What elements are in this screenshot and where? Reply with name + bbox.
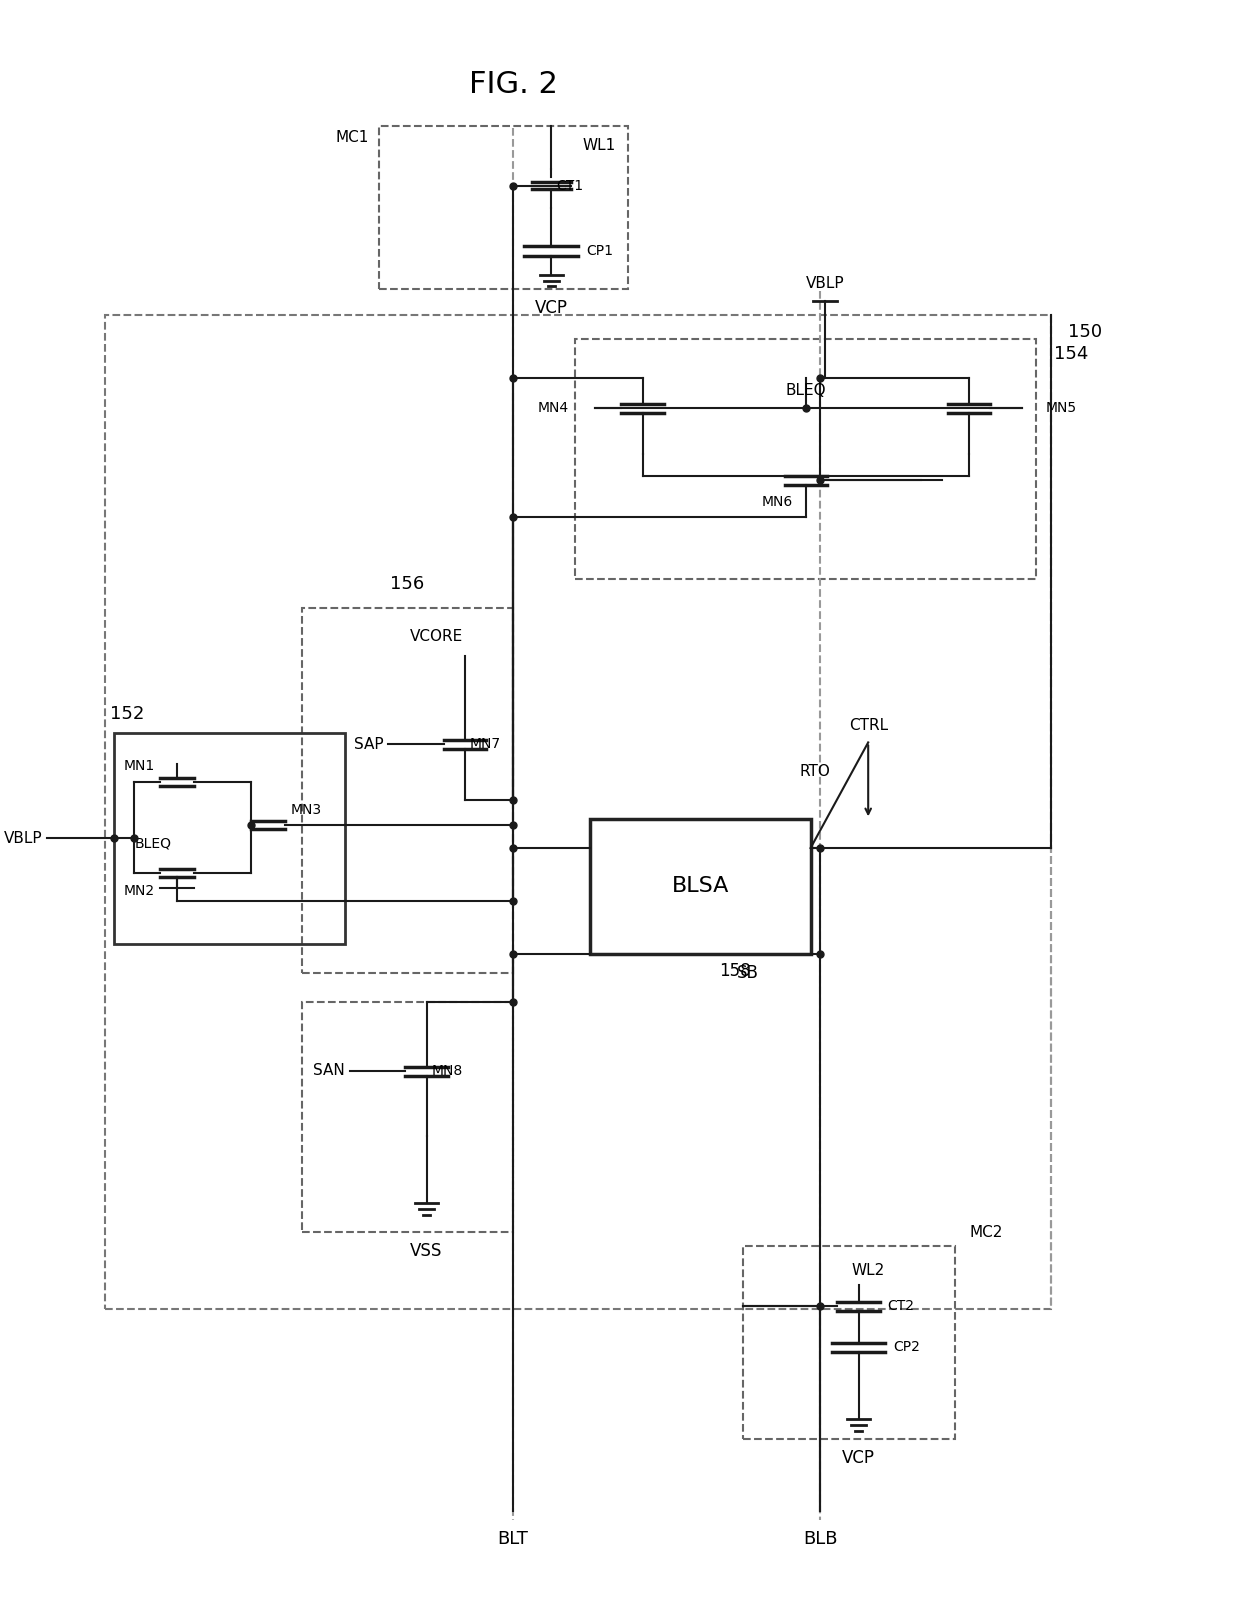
Text: WL2: WL2 [852, 1263, 885, 1278]
Text: VSS: VSS [410, 1242, 443, 1260]
Text: MN8: MN8 [432, 1063, 463, 1077]
Text: SB: SB [738, 964, 759, 981]
Text: VCP: VCP [842, 1449, 875, 1467]
Text: MN1: MN1 [124, 759, 155, 773]
Text: 154: 154 [1054, 344, 1087, 362]
Text: BLSA: BLSA [672, 876, 729, 897]
Text: CP2: CP2 [893, 1340, 920, 1354]
Bar [590, 820, 811, 954]
Text: MN7: MN7 [470, 738, 501, 751]
Bar [301, 1002, 513, 1233]
Text: MN5: MN5 [1045, 402, 1078, 415]
Text: BLEQ: BLEQ [134, 836, 171, 850]
Bar [575, 339, 1037, 580]
Bar [114, 733, 345, 945]
Bar [301, 608, 513, 973]
Text: CT1: CT1 [557, 179, 583, 192]
Bar [105, 315, 1050, 1310]
Text: FIG. 2: FIG. 2 [469, 70, 558, 99]
Text: RTO: RTO [800, 764, 831, 778]
Text: BLT: BLT [497, 1531, 528, 1548]
Text: BLEQ: BLEQ [785, 384, 826, 399]
Text: BLB: BLB [804, 1531, 837, 1548]
Text: VCP: VCP [534, 299, 568, 317]
Text: VBLP: VBLP [4, 831, 42, 845]
Text: VCORE: VCORE [409, 629, 463, 644]
Text: CT2: CT2 [888, 1298, 914, 1313]
Text: 158: 158 [719, 962, 751, 980]
Text: MC2: MC2 [968, 1225, 1002, 1239]
Text: VBLP: VBLP [806, 275, 844, 291]
Bar [378, 126, 629, 290]
Text: MN4: MN4 [537, 402, 569, 415]
Text: MN6: MN6 [761, 495, 792, 509]
Text: CP1: CP1 [587, 243, 613, 258]
Text: WL1: WL1 [583, 138, 616, 152]
Text: MC1: MC1 [336, 130, 370, 146]
Text: 150: 150 [1068, 323, 1102, 341]
Text: SAP: SAP [353, 736, 383, 752]
Bar [743, 1247, 955, 1439]
Text: MN3: MN3 [290, 802, 321, 817]
Text: SAN: SAN [314, 1063, 345, 1079]
Text: 152: 152 [109, 704, 144, 722]
Text: MN2: MN2 [124, 884, 155, 898]
Text: CTRL: CTRL [848, 717, 888, 733]
Text: 156: 156 [391, 575, 424, 592]
